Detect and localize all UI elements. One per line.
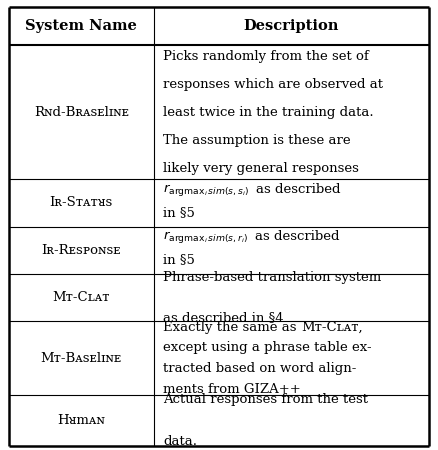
Text: as described in §4: as described in §4 [163, 311, 284, 324]
Text: Iʀ-Rᴇsᴘoɴsᴇ: Iʀ-Rᴇsᴘoɴsᴇ [42, 244, 121, 257]
Text: except using a phrase table ex-: except using a phrase table ex- [163, 342, 372, 354]
Text: in §5: in §5 [163, 206, 195, 219]
Text: Description: Description [244, 19, 339, 33]
Text: data.: data. [163, 435, 198, 448]
Text: Mᴛ-Bᴀsᴇlɪɴᴇ: Mᴛ-Bᴀsᴇlɪɴᴇ [41, 352, 122, 365]
Text: Hᴚmᴀɴ: Hᴚmᴀɴ [57, 414, 105, 427]
Text: responses which are observed at: responses which are observed at [163, 78, 383, 90]
Text: $r_{\mathrm{argmax}_i\,\mathit{sim}(s,r_i)}$: $r_{\mathrm{argmax}_i\,\mathit{sim}(s,r_… [163, 229, 248, 245]
Text: Iʀ-Sᴛᴀᴛᴚs: Iʀ-Sᴛᴀᴛᴚs [49, 196, 113, 209]
Text: likely very general responses: likely very general responses [163, 162, 359, 175]
Text: as described: as described [255, 230, 339, 243]
Text: Picks randomly from the set of: Picks randomly from the set of [163, 50, 369, 63]
Text: Actual responses from the test: Actual responses from the test [163, 392, 368, 405]
Text: Phrase-based translation system: Phrase-based translation system [163, 271, 381, 284]
Text: in §5: in §5 [163, 253, 195, 266]
Text: Rɴd-Bʀᴀsᴇlɪɴᴇ: Rɴd-Bʀᴀsᴇlɪɴᴇ [34, 106, 129, 119]
Text: least twice in the training data.: least twice in the training data. [163, 106, 374, 119]
Text: ments from GIZA++: ments from GIZA++ [163, 382, 301, 396]
Text: tracted based on word align-: tracted based on word align- [163, 362, 357, 375]
Text: Mᴛ-Cʟᴀᴛ: Mᴛ-Cʟᴀᴛ [53, 291, 110, 304]
Text: $r_{\mathrm{argmax}_i\,\mathit{sim}(s,s_i)}$: $r_{\mathrm{argmax}_i\,\mathit{sim}(s,s_… [163, 182, 249, 198]
Text: Exactly the same as: Exactly the same as [163, 321, 301, 334]
Text: Mᴛ-Cʟᴀᴛ,: Mᴛ-Cʟᴀᴛ, [301, 321, 363, 334]
Text: as described: as described [256, 183, 340, 196]
Text: The assumption is these are: The assumption is these are [163, 134, 351, 147]
Text: System Name: System Name [25, 19, 137, 33]
